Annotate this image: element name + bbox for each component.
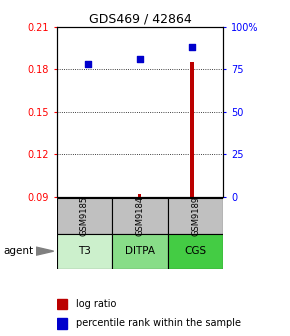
Bar [112, 198, 168, 234]
Bar [168, 198, 223, 234]
Point [138, 56, 142, 62]
Bar [57, 234, 112, 269]
Text: T3: T3 [78, 246, 91, 256]
Bar [168, 234, 223, 269]
Text: GSM9184: GSM9184 [135, 196, 144, 236]
Text: DITPA: DITPA [125, 246, 155, 256]
Point [190, 45, 194, 50]
Bar [138, 194, 142, 197]
Bar [57, 318, 67, 329]
Bar [191, 62, 194, 197]
Title: GDS469 / 42864: GDS469 / 42864 [88, 13, 191, 26]
Text: agent: agent [3, 246, 33, 256]
Text: GSM9185: GSM9185 [80, 196, 89, 236]
Text: log ratio: log ratio [76, 299, 116, 309]
Text: GSM9189: GSM9189 [191, 196, 200, 236]
Bar [57, 198, 112, 234]
Bar [57, 299, 67, 309]
Point [86, 61, 90, 67]
Text: CGS: CGS [184, 246, 206, 256]
Polygon shape [36, 247, 54, 255]
Bar [112, 234, 168, 269]
Text: percentile rank within the sample: percentile rank within the sample [76, 319, 241, 328]
